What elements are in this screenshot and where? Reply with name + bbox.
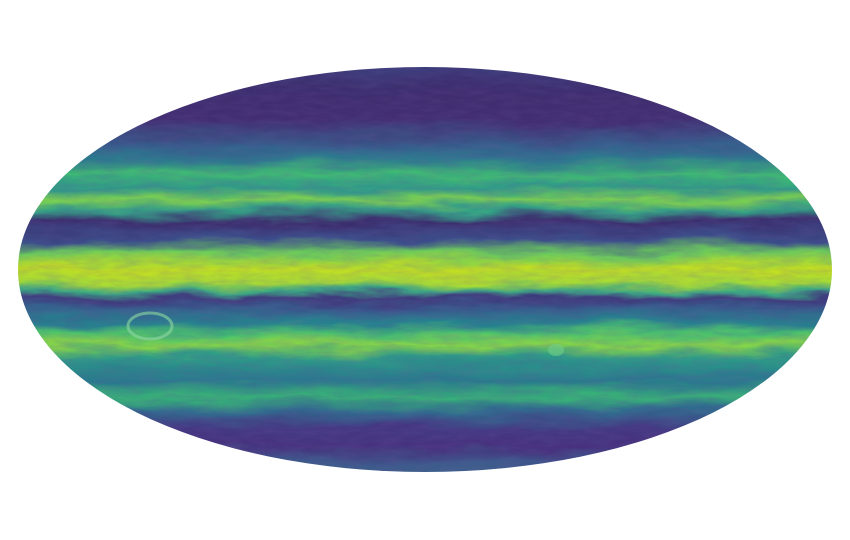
- storm-oval: [548, 344, 564, 356]
- texture: [18, 67, 832, 472]
- projection: [18, 67, 832, 472]
- storm-oval: [126, 311, 174, 341]
